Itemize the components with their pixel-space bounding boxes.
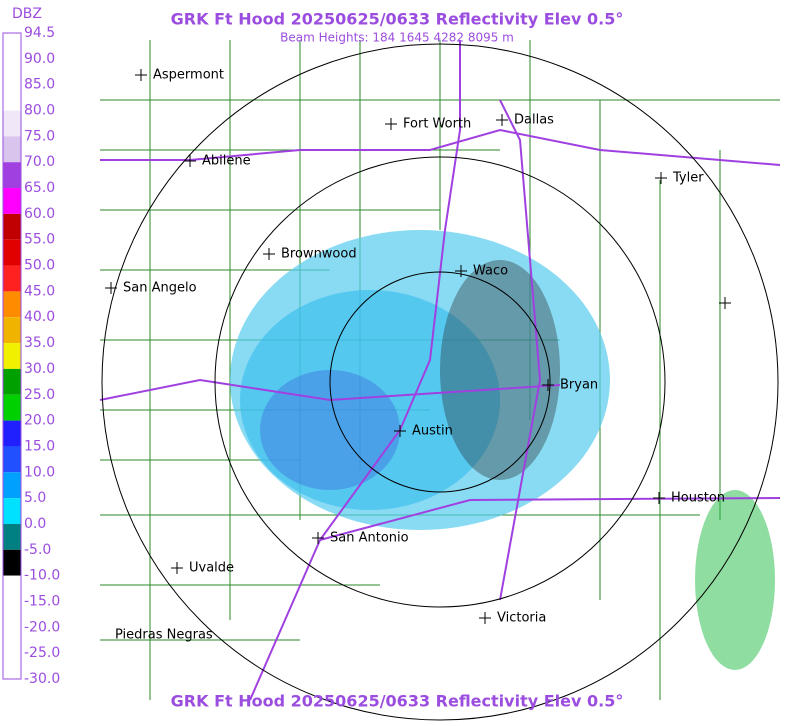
scale-swatch [3,162,21,189]
scale-swatch [3,188,21,214]
scale-swatch [3,265,21,292]
scale-label: 60.0 [24,206,55,222]
scale-label: 80.0 [24,103,55,119]
city-name: Brownwood [281,247,357,262]
city-name: San Angelo [123,281,197,296]
scale-label: -15.0 [24,593,60,609]
scale-label: 35.0 [24,335,55,351]
scale-swatch [3,343,21,369]
city-name: Piedras Negras [115,628,213,643]
scale-label: -25.0 [24,645,60,661]
scale-swatch [3,394,21,421]
scale-swatch [3,420,21,447]
city-marker [479,612,491,624]
city-labels: Aspermont Fort Worth Dallas Abilene Tyler Bro… [105,68,731,643]
scale-label: 45.0 [24,283,55,299]
scale-label: 70.0 [24,154,55,170]
scale-label: 50.0 [24,258,55,274]
scale-label: 15.0 [24,438,55,454]
city-name: Fort Worth [403,117,471,132]
scale-label: 25.0 [24,387,55,403]
footer-title: GRK Ft Hood 20250625/0633 Reflectivity E… [171,692,624,711]
scale-swatch [3,549,21,576]
scale-swatch [3,575,21,602]
city-marker [455,265,467,277]
scale-swatch [3,498,21,524]
scale-swatch [3,213,21,240]
city-name: Bryan [560,378,598,393]
title: GRK Ft Hood 20250625/0633 Reflectivity E… [171,10,624,29]
scale-label: 30.0 [24,361,55,377]
city-marker [105,282,117,294]
color-scale: 94.5 90.0 85.0 80.0 75.0 70.0 65.0 60.0 55.0 50.0… [2,25,60,687]
scale-swatch [3,446,21,473]
scale-label: -5.0 [24,542,51,558]
city-marker [496,114,508,126]
city-marker [135,69,147,81]
city-marker [171,562,183,574]
city-name: Austin [412,424,453,439]
city-name: Dallas [514,113,554,128]
scale-unit: DBZ [12,6,42,22]
scale-label: 94.5 [24,25,55,41]
scale-swatch [3,33,21,59]
scale-label: 65.0 [24,180,55,196]
city-marker [655,172,667,184]
scale-label: 5.0 [24,490,46,506]
city-marker [719,297,731,309]
scale-label: 75.0 [24,128,55,144]
city-marker [394,425,406,437]
scale-swatch [3,472,21,499]
scale-swatch [3,601,21,628]
scale-swatch [3,58,21,85]
scale-label: 40.0 [24,309,55,325]
scale-swatch [3,317,21,344]
city-name: Tyler [672,171,704,186]
range-rings [101,43,779,721]
scale-swatch [3,653,21,679]
scale-swatch [3,523,21,550]
scale-label: 10.0 [24,464,55,480]
city-marker [263,248,275,260]
scale-label: -20.0 [24,619,60,635]
scale-label: 90.0 [24,51,55,67]
city-name: Victoria [497,611,546,626]
city-marker [653,492,665,504]
scale-frame [2,32,22,680]
scale-label: 55.0 [24,232,55,248]
subtitle: Beam Heights: 184 1645 4282 8095 m [280,31,514,45]
scale-label: -30.0 [24,671,60,687]
city-marker [312,532,324,544]
city-marker [542,379,554,391]
city-marker [385,118,397,130]
scale-swatch [3,291,21,318]
scale-label: 0.0 [24,516,46,532]
city-name: Abilene [202,154,251,169]
scale-swatch [3,136,21,163]
city-name: San Antonio [330,531,409,546]
scale-label: -10.0 [24,568,60,584]
scale-swatch [3,110,21,137]
scale-swatch [3,84,21,111]
scale-label: 85.0 [24,77,55,93]
city-marker [184,155,196,167]
city-name: Uvalde [189,561,234,576]
city-name: Waco [473,264,508,279]
scale-swatch [3,627,21,654]
city-name: Aspermont [153,68,224,83]
scale-label: 20.0 [24,413,55,429]
scale-swatch [3,239,21,266]
radar-echo [230,230,775,670]
city-name: Houston [671,491,725,506]
scale-swatch [3,368,21,395]
